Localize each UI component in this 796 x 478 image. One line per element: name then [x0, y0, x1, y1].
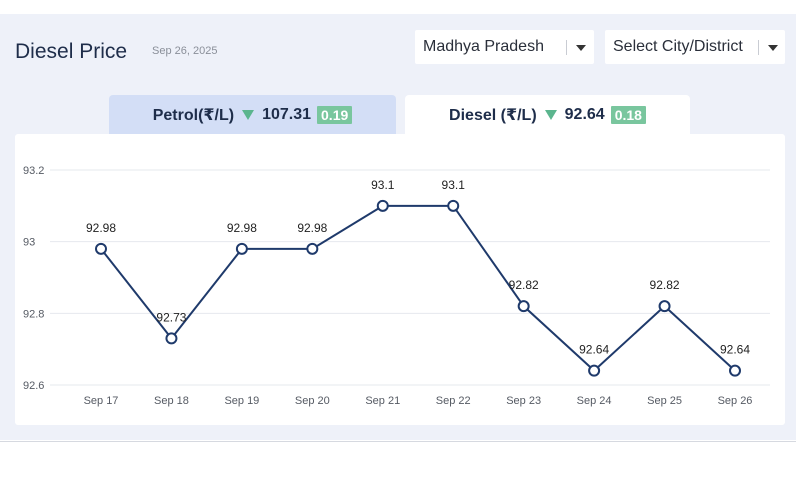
- data-point: [517, 300, 530, 313]
- tab-diesel[interactable]: Diesel (₹/L) 92.64 0.18: [405, 95, 690, 135]
- data-point: [447, 199, 460, 212]
- x-tick-label: Sep 23: [506, 395, 541, 407]
- x-tick-label: Sep 19: [224, 395, 259, 407]
- data-point: [376, 199, 389, 212]
- chart-panel: 93.2 93 92.8 92.6 Sep 17 Sep 18 Sep 19 Sep 20 Se…: [15, 134, 785, 425]
- data-label: 92.64: [720, 343, 750, 357]
- city-select[interactable]: Select City/District: [605, 30, 785, 64]
- tab-petrol-label: Petrol(₹/L): [152, 107, 235, 124]
- price-date: Sep 26, 2025: [152, 45, 218, 57]
- select-separator: [758, 40, 759, 55]
- state-select[interactable]: Madhya Pradesh: [415, 30, 594, 64]
- data-label: 92.64: [579, 343, 609, 357]
- data-point: [165, 332, 178, 345]
- y-tick-label: 93.2: [23, 165, 44, 177]
- x-tick-label: Sep 17: [84, 395, 119, 407]
- y-tick-label: 92.6: [23, 380, 44, 392]
- data-label: 92.98: [227, 221, 257, 235]
- x-tick-label: Sep 18: [154, 395, 189, 407]
- series-line: [100, 204, 736, 373]
- down-arrow-icon: [242, 110, 255, 120]
- data-label: 92.82: [509, 278, 539, 292]
- tab-petrol[interactable]: Petrol(₹/L) 107.31 0.19: [109, 95, 396, 135]
- data-label: 93.1: [442, 178, 466, 192]
- data-label: 92.82: [650, 278, 680, 292]
- state-select-value: Madhya Pradesh: [423, 38, 544, 55]
- data-point: [95, 242, 107, 255]
- x-tick-label: Sep 24: [577, 395, 612, 407]
- tab-diesel-label: Diesel (₹/L): [449, 107, 537, 124]
- y-tick-label: 93: [23, 237, 35, 249]
- x-tick-label: Sep 21: [365, 395, 400, 407]
- petrol-change-badge: 0.19: [317, 106, 353, 124]
- data-point: [729, 364, 741, 377]
- data-point: [588, 364, 601, 377]
- data-point: [235, 242, 248, 255]
- price-line-chart: 93.2 93 92.8 92.6 Sep 17 Sep 18 Sep 19 Sep 20 Se…: [23, 165, 770, 407]
- data-point: [306, 242, 319, 255]
- select-separator: [566, 40, 567, 55]
- data-label: 92.73: [156, 310, 186, 324]
- page-title: Diesel Price: [15, 40, 128, 63]
- city-select-value: Select City/District: [613, 38, 743, 55]
- data-label: 92.98: [86, 221, 116, 235]
- divider: [0, 441, 796, 442]
- x-tick-label: Sep 25: [647, 395, 682, 407]
- data-point: [658, 300, 671, 313]
- down-arrow-icon: [544, 110, 557, 120]
- y-tick-label: 92.8: [23, 308, 44, 320]
- diesel-price: 92.64: [564, 106, 605, 123]
- x-tick-label: Sep 22: [436, 395, 471, 407]
- chevron-down-icon: [576, 45, 586, 51]
- data-label: 92.98: [297, 221, 327, 235]
- data-label: 93.1: [371, 178, 395, 192]
- x-tick-label: Sep 20: [295, 395, 330, 407]
- petrol-price: 107.31: [262, 106, 312, 123]
- x-tick-label: Sep 26: [718, 395, 753, 407]
- chevron-down-icon: [768, 45, 778, 51]
- diesel-change-badge: 0.18: [610, 106, 646, 124]
